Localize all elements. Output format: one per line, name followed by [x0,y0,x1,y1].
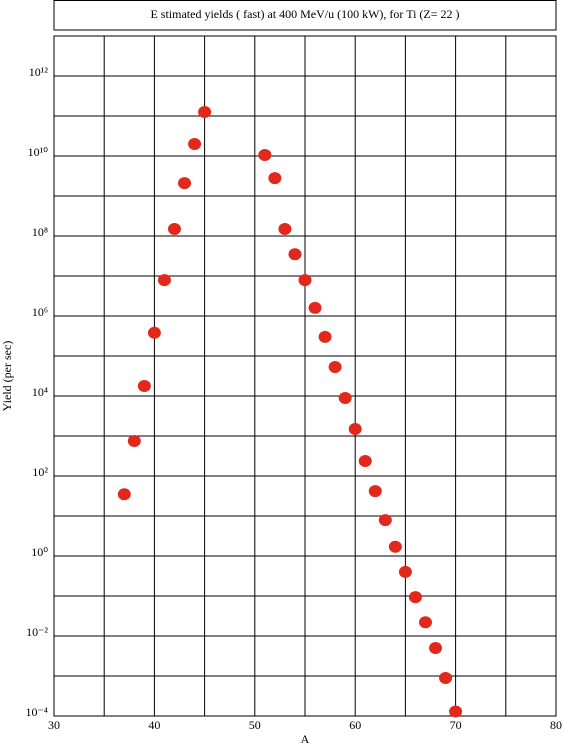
y-axis-label: Yield (per sec) [0,341,14,412]
y-tick-label: 10⁰ [31,545,48,559]
data-point [429,642,443,655]
data-point [308,301,322,314]
data-point [147,326,161,339]
data-point [338,392,352,405]
x-tick-label: 50 [249,718,261,732]
y-tick-label: 10⁶ [32,305,48,319]
y-tick-label: 10⁻² [26,625,48,639]
y-tick-label: 10⁸ [32,225,48,239]
data-point [167,222,181,235]
chart-title: E stimated yields ( fast) at 400 MeV/u (… [150,7,459,21]
y-tick-label: 10² [32,465,48,479]
data-point [408,591,422,604]
data-point [439,672,453,685]
data-point [188,137,202,150]
data-point [398,565,412,578]
data-point [358,455,372,468]
data-point [318,330,332,343]
data-point [127,434,141,447]
y-tick-label: 10⁴ [32,385,48,399]
data-point [278,222,292,235]
data-point [388,540,402,553]
x-tick-label: 60 [349,718,361,732]
y-tick-label: 10⁻⁴ [25,705,48,719]
data-point [449,705,463,718]
data-point [258,148,272,161]
x-tick-label: 80 [550,718,562,732]
title-box [53,0,557,31]
data-point [348,422,362,435]
x-axis-label: A [301,732,310,746]
x-tick-label: 40 [148,718,160,732]
data-point [198,105,212,118]
data-point [298,274,312,287]
data-point [178,177,192,190]
data-point [268,172,282,185]
data-point [137,379,151,392]
x-tick-label: 70 [450,718,462,732]
data-point [418,616,432,629]
x-tick-label: 30 [48,718,60,732]
data-point [157,274,171,287]
data-point [378,514,392,527]
y-tick-label: 10¹⁰ [28,145,49,159]
y-tick-label: 10¹² [29,65,49,79]
data-point [288,248,302,261]
data-point [328,361,342,374]
data-point [368,485,382,498]
data-point [117,488,131,501]
